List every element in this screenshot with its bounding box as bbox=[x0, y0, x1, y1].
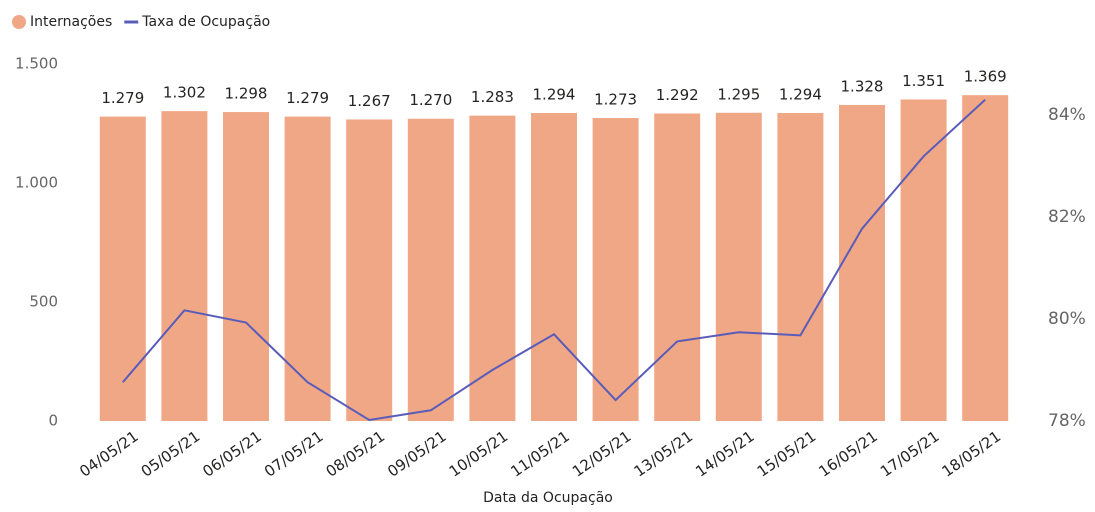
x-tick-label: 14/05/21 bbox=[692, 427, 758, 480]
bar bbox=[839, 104, 885, 421]
legend-label: Taxa de Ocupação bbox=[141, 14, 270, 30]
bar bbox=[531, 113, 577, 421]
data-label: 1.294 bbox=[779, 86, 822, 104]
line bbox=[122, 98, 986, 422]
y-tick-label: 1.000 bbox=[15, 174, 58, 192]
data-label: 1.270 bbox=[409, 91, 452, 109]
legend-dot bbox=[12, 15, 26, 29]
x-tick-label: 06/05/21 bbox=[199, 427, 265, 480]
data-label: 1.351 bbox=[902, 72, 945, 90]
data-label: 1.292 bbox=[656, 86, 699, 104]
x-tick-label: 13/05/21 bbox=[631, 427, 697, 480]
x-tick-label: 18/05/21 bbox=[939, 427, 1005, 480]
x-tick-label: 10/05/21 bbox=[446, 427, 512, 480]
bar bbox=[715, 112, 762, 421]
data-label: 1.279 bbox=[286, 89, 329, 107]
bar bbox=[99, 116, 146, 422]
x-tick-label: 05/05/21 bbox=[138, 427, 204, 480]
y2-tick-label: 80% bbox=[1048, 309, 1086, 329]
x-axis-title: Data da Ocupação bbox=[483, 490, 613, 506]
legend-label: Internações bbox=[30, 14, 112, 30]
bar bbox=[407, 118, 454, 422]
x-tick-label: 11/05/21 bbox=[507, 427, 573, 480]
x-tick-label: 07/05/21 bbox=[261, 427, 327, 480]
x-tick-label: 17/05/21 bbox=[877, 427, 943, 480]
data-label: 1.279 bbox=[101, 89, 144, 107]
x-tick-label: 15/05/21 bbox=[754, 427, 820, 480]
y-tick-label: 1.500 bbox=[15, 55, 58, 73]
bar bbox=[346, 119, 393, 421]
data-label: 1.302 bbox=[163, 84, 206, 102]
bar bbox=[654, 113, 701, 421]
data-label: 1.328 bbox=[841, 77, 884, 95]
y-tick-label: 0 bbox=[48, 412, 58, 430]
x-tick-label: 08/05/21 bbox=[323, 427, 389, 480]
data-label: 1.283 bbox=[471, 88, 514, 106]
x-tick-label: 04/05/21 bbox=[76, 427, 142, 480]
y2-tick-label: 84% bbox=[1048, 105, 1086, 125]
x-tick-label: 09/05/21 bbox=[384, 427, 450, 480]
bar bbox=[900, 99, 947, 421]
bar bbox=[161, 111, 208, 422]
bar bbox=[777, 113, 824, 421]
data-label: 1.295 bbox=[717, 85, 760, 103]
data-label: 1.298 bbox=[225, 85, 268, 103]
bar bbox=[284, 116, 331, 422]
y2-tick-label: 78% bbox=[1048, 411, 1086, 431]
data-label: 1.273 bbox=[594, 91, 637, 109]
x-tick-label: 12/05/21 bbox=[569, 427, 635, 480]
data-label: 1.294 bbox=[533, 86, 576, 104]
y-tick-label: 500 bbox=[29, 293, 58, 311]
bar bbox=[469, 115, 516, 422]
bar bbox=[223, 112, 269, 422]
data-label: 1.369 bbox=[964, 68, 1007, 86]
data-label: 1.267 bbox=[348, 92, 391, 110]
x-tick-label: 16/05/21 bbox=[815, 427, 881, 480]
bar bbox=[962, 95, 1009, 421]
bar bbox=[592, 118, 639, 421]
y2-tick-label: 82% bbox=[1048, 207, 1086, 227]
